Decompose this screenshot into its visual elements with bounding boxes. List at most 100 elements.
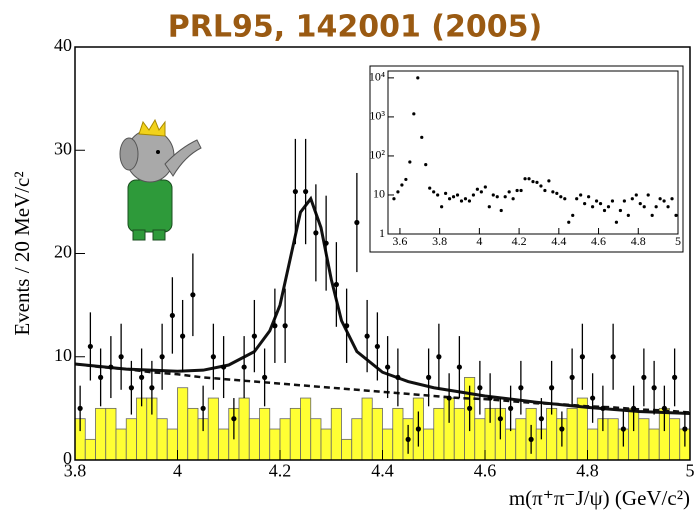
y-tick-label: 0 <box>63 448 72 468</box>
histogram-bar <box>566 407 578 461</box>
histogram-bar <box>269 428 281 461</box>
histogram-bar <box>351 418 363 461</box>
data-point <box>282 323 288 329</box>
inset-border <box>369 65 684 253</box>
data-point <box>638 202 642 206</box>
histogram-bar <box>115 428 127 461</box>
data-point <box>463 197 468 201</box>
data-point <box>661 405 667 411</box>
data-point <box>651 385 657 391</box>
y-axis-label: Events / 20 MeV/c² <box>10 171 34 335</box>
histogram-bar <box>136 397 148 461</box>
data-point <box>432 190 436 194</box>
x-tick-label: 4 <box>476 234 482 248</box>
x-tick-label: 4.8 <box>631 234 646 248</box>
data-point <box>436 354 442 360</box>
data-point <box>547 179 551 183</box>
data-point <box>426 374 432 380</box>
data-point <box>471 193 476 197</box>
histogram-bar <box>84 438 96 461</box>
histogram-bar <box>341 438 353 461</box>
data-point <box>559 195 563 199</box>
data-point <box>483 185 487 189</box>
y-tick-label: 30 <box>54 138 72 158</box>
histogram-bar <box>474 418 486 461</box>
data-point <box>200 405 206 411</box>
x-tick-label: 3.8 <box>432 234 447 248</box>
data-point <box>631 405 637 411</box>
data-point <box>634 193 638 197</box>
data-point <box>508 405 514 411</box>
data-point <box>479 190 483 194</box>
data-point <box>614 220 619 224</box>
babar-icon <box>119 118 202 241</box>
x-tick-label: 4 <box>173 461 182 481</box>
y-tick-label: 10⁴ <box>369 70 385 84</box>
data-point <box>333 281 339 288</box>
data-point <box>467 199 472 203</box>
data-point <box>674 213 678 217</box>
data-point <box>569 374 575 380</box>
data-point <box>559 426 565 432</box>
data-point <box>499 208 503 213</box>
data-point <box>446 395 452 401</box>
histogram-bar <box>669 418 681 461</box>
data-point <box>139 374 145 380</box>
data-point <box>575 197 579 201</box>
data-point <box>630 197 634 201</box>
data-point <box>455 193 460 197</box>
histogram-bar <box>505 428 517 461</box>
histogram-bar <box>166 428 178 461</box>
histogram-bar <box>648 428 660 461</box>
data-point <box>416 76 420 80</box>
data-point <box>444 191 448 195</box>
data-point <box>344 323 350 329</box>
data-point <box>354 219 360 226</box>
histogram-bar <box>607 418 619 461</box>
y-tick-label: 1 <box>379 226 385 240</box>
data-point <box>531 180 535 184</box>
data-point <box>503 195 507 199</box>
data-point <box>210 354 216 360</box>
data-point <box>456 364 462 370</box>
data-point <box>436 193 440 197</box>
data-point <box>477 385 483 391</box>
data-point <box>303 188 309 195</box>
histogram-bar <box>382 428 394 461</box>
data-point <box>594 199 599 203</box>
data-point <box>491 193 495 197</box>
data-point <box>523 177 527 181</box>
data-point <box>539 184 543 188</box>
histogram-bar <box>105 407 117 461</box>
histogram-bar <box>310 418 322 461</box>
data-point <box>251 333 257 339</box>
x-tick-label: 4.4 <box>551 234 566 248</box>
y-tick-label: 10 <box>54 345 72 365</box>
y-tick-label: 40 <box>54 35 72 55</box>
data-point <box>642 205 646 209</box>
x-tick-label: 4.2 <box>269 461 292 481</box>
histogram-bar <box>515 418 527 461</box>
data-point <box>511 197 515 201</box>
data-point <box>487 205 491 209</box>
y-tick-label: 20 <box>54 242 72 262</box>
histogram-bar <box>156 418 168 461</box>
x-tick-label: 3.6 <box>392 234 407 248</box>
data-point <box>313 230 319 236</box>
data-point <box>169 312 175 319</box>
data-point <box>567 220 571 224</box>
data-point <box>646 193 650 197</box>
data-point <box>590 395 596 401</box>
histogram-bar <box>392 407 404 461</box>
chart-title: PRL95, 142001 (2005) <box>168 10 542 45</box>
data-point <box>262 374 268 380</box>
data-point <box>447 197 452 201</box>
data-point <box>98 374 104 380</box>
leg <box>132 229 146 241</box>
data-point <box>395 374 401 380</box>
data-point <box>507 190 511 194</box>
histogram-bar <box>248 418 260 461</box>
histogram-bar <box>423 428 435 461</box>
background-fit <box>74 362 691 414</box>
histogram-bar <box>546 407 558 461</box>
